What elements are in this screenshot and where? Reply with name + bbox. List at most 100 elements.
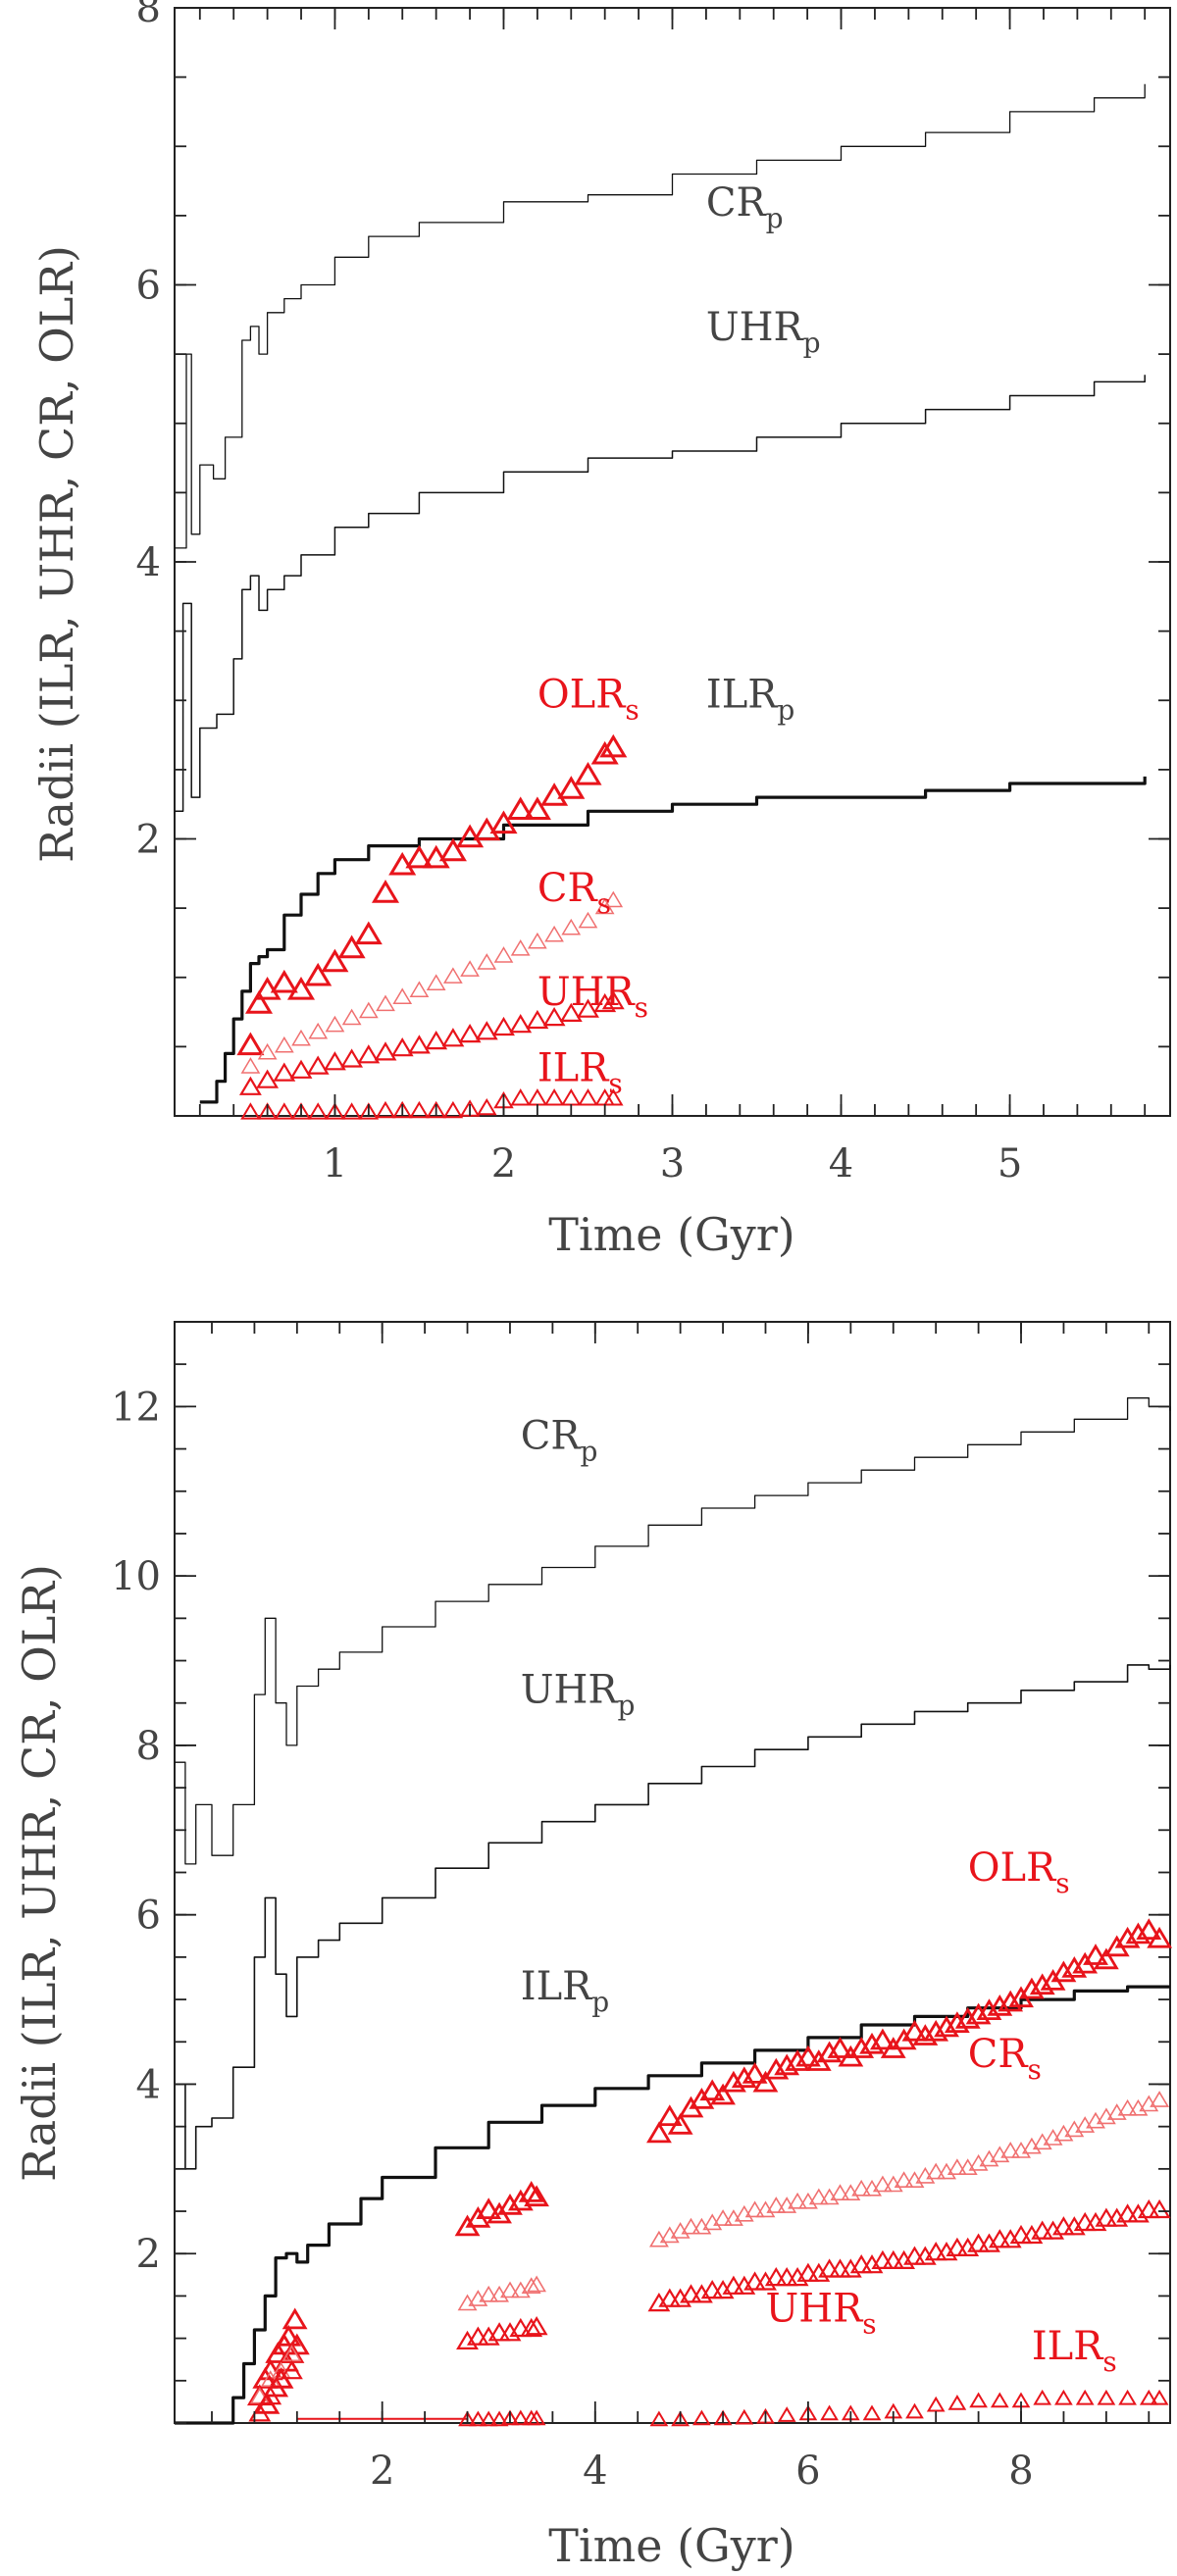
bottom-ilrs-marker [469, 2410, 487, 2427]
bottom-ilrs-marker [905, 2402, 924, 2419]
top-label-base: OLR [537, 672, 627, 717]
top-uhrs-marker [238, 1076, 262, 1095]
top-y-tick-label: 8 [136, 0, 161, 31]
top-olrs-marker [506, 796, 535, 820]
bottom-uhrs-marker [1073, 2211, 1097, 2232]
bottom-olrs-a-marker [1018, 1977, 1045, 1999]
bottom-uhrs-marker [525, 2316, 548, 2336]
bottom-crs-marker [1117, 2098, 1138, 2116]
bottom-series-crs [249, 2091, 1170, 2404]
bottom-crs-marker [527, 2275, 547, 2293]
top-crs-marker [544, 925, 564, 942]
bottom-uhrs-marker [1095, 2207, 1118, 2227]
top-label-base: ILR [706, 672, 779, 717]
top-crs-marker [308, 1022, 329, 1039]
top-ilrs-marker [375, 1100, 396, 1119]
bottom-series-ilrp-line [175, 1985, 1170, 2425]
top-ilrs-marker [307, 1102, 329, 1120]
top-ilrs-marker [290, 1102, 312, 1120]
top-olrs-marker [599, 733, 628, 758]
bottom-label-base: UHR [521, 1668, 620, 1713]
top-series-crs [240, 890, 624, 1074]
top-x-tick-label: 3 [660, 1141, 685, 1187]
bottom-label-base: UHR [765, 2286, 864, 2331]
bottom-ilrs-marker [1150, 2389, 1169, 2405]
top-uhrs-marker [425, 1030, 448, 1050]
top-olrs-marker [270, 969, 298, 993]
top-ilrs-marker [543, 1088, 565, 1106]
top-crs-marker [527, 932, 547, 949]
top-uhrs-marker [559, 1002, 583, 1023]
top-x-tick-label: 2 [491, 1141, 516, 1187]
bottom-olrs-a-marker [774, 2053, 800, 2076]
bottom-ilrs-marker [947, 2395, 967, 2410]
bottom-olrs-a-marker [785, 2049, 810, 2071]
bottom-crs-marker [479, 2285, 499, 2302]
bottom-label-olrs: OLRs [968, 1845, 1070, 1899]
top-label-crp: CRp [706, 180, 784, 234]
bottom-ilrs-marker [926, 2396, 946, 2412]
bottom-olrs-a-marker [848, 2037, 875, 2058]
bottom-y-tick-label: 4 [136, 2062, 161, 2107]
bottom-crs-marker [851, 2179, 872, 2197]
bottom-uhrs-marker [829, 2258, 851, 2278]
top-ilrs-marker [257, 1102, 278, 1120]
bottom-label-ilrp: ILRp [521, 1964, 609, 2018]
bottom-y-tick-label: 6 [136, 1894, 161, 1939]
bottom-ilrs-marker [1139, 2389, 1158, 2405]
top-series-uhrp-line [175, 375, 1146, 813]
bottom-olrs-a-marker [667, 2112, 693, 2135]
bottom-olrs-a-marker [656, 2104, 683, 2127]
top-label-base: ILR [537, 1046, 610, 1091]
bottom-crs-marker [926, 2162, 947, 2180]
bottom-olrs-a-marker [934, 2015, 959, 2038]
bottom-label-uhrs: UHRs [765, 2286, 876, 2340]
bottom-olrs-a-marker [276, 2324, 302, 2347]
bottom-olrs-a-marker [721, 2070, 746, 2093]
bottom-olrs-a-marker [518, 2181, 544, 2202]
top-olrs-marker [354, 921, 383, 945]
bottom-label-base: CR [968, 2032, 1030, 2077]
top-x-axis-label: Time (Gyr) [548, 1208, 794, 1261]
top-crs-marker [603, 890, 624, 908]
bottom-olrs-a-marker [1125, 1922, 1151, 1945]
top-crs-marker [493, 946, 514, 963]
bottom-olrs-a-marker [976, 1998, 1002, 2021]
bottom-x-tick-label: 4 [583, 2449, 607, 2494]
bottom-ilrs-marker [969, 2392, 988, 2408]
top-uhrs-marker [577, 998, 599, 1018]
top-series-ilrp-line [199, 776, 1147, 1104]
bottom-uhrs-marker [1031, 2220, 1054, 2240]
top-label-subscript: s [597, 887, 611, 920]
top-uhrs-marker [601, 990, 625, 1010]
top-y-tick-label: 4 [136, 540, 161, 585]
bottom-olrs-a-marker [731, 2066, 757, 2089]
bottom-uhrs-marker [754, 2271, 777, 2291]
top-y-tick-label: 2 [136, 818, 161, 863]
bottom-ilrs-marker [692, 2409, 711, 2426]
top-olrs-marker [489, 810, 518, 834]
bottom-uhrs-marker [871, 2249, 895, 2269]
bottom-uhrs-marker [764, 2266, 788, 2287]
top-label-crs: CRs [537, 866, 611, 920]
top-uhrs-marker [390, 1037, 414, 1057]
bottom-uhrs-marker [487, 2322, 511, 2342]
bottom-crs-marker [872, 2175, 893, 2193]
bottom-olrs-a-marker [923, 2019, 949, 2042]
top-ilrs-marker [510, 1088, 531, 1106]
bottom-uhrs-marker [280, 2360, 303, 2380]
bottom-x-tick-label: 8 [1008, 2449, 1033, 2494]
bottom-uhrs-marker [700, 2279, 724, 2299]
top-x-tick-label: 1 [323, 1141, 347, 1187]
bottom-ilrs-marker [777, 2406, 796, 2422]
bottom-ilrs-marker [489, 2410, 509, 2427]
top-uhrs-marker [357, 1044, 381, 1064]
bottom-ilrs-marker [1054, 2389, 1073, 2405]
top-olrs-marker [371, 880, 400, 903]
bottom-uhrs-marker [259, 2385, 282, 2405]
bottom-olrs-a-marker [987, 1994, 1013, 2016]
bottom-uhrs-marker [680, 2284, 702, 2303]
bottom-uhrs-marker [1148, 2198, 1171, 2219]
